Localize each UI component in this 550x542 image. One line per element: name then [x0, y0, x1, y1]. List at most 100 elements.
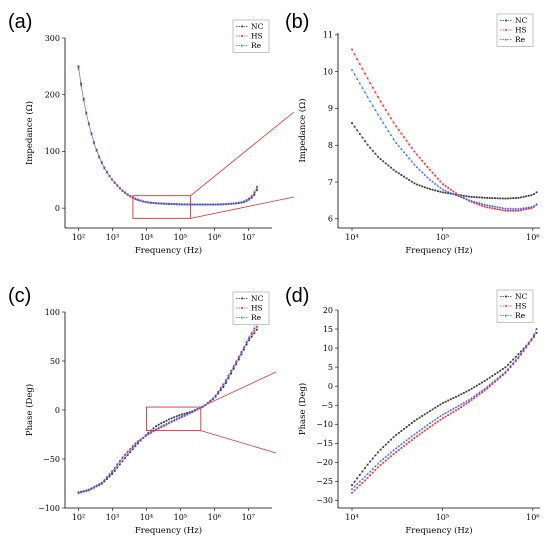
data-point-re — [498, 374, 502, 378]
data-point-re — [103, 478, 106, 482]
y-axis-label: Phase (Deg) — [24, 384, 35, 436]
data-point-re — [232, 365, 235, 368]
data-point-re — [389, 133, 393, 136]
data-point-hs — [361, 67, 364, 70]
data-point-re — [488, 204, 491, 207]
x-axis-label: Frequency (Hz) — [405, 525, 472, 536]
data-point-re — [358, 82, 362, 85]
data-point-re — [121, 189, 124, 192]
y-tick-label: −100 — [38, 504, 60, 513]
data-point-re — [95, 149, 98, 152]
data-point-re — [211, 397, 215, 400]
data-point-hs — [387, 457, 390, 460]
data-point-nc — [408, 179, 411, 181]
data-point-hs — [382, 104, 385, 107]
y-tick-label: 100 — [45, 308, 60, 317]
data-point-hs — [473, 397, 476, 400]
data-point-nc — [483, 196, 486, 199]
data-point-hs — [460, 406, 463, 409]
data-point-nc — [512, 197, 515, 200]
data-point-hs — [486, 206, 489, 209]
data-point-re — [175, 417, 178, 420]
data-point-nc — [147, 431, 150, 434]
data-point-hs — [493, 207, 496, 210]
data-point-re — [139, 199, 142, 202]
data-point-hs — [434, 422, 437, 425]
data-point-nc — [183, 412, 186, 415]
data-point-re — [382, 457, 385, 460]
data-point-re — [183, 413, 186, 417]
data-point-nc — [505, 295, 507, 298]
panel-letter-a: (a) — [8, 11, 32, 33]
data-point-nc — [475, 384, 478, 387]
y-tick-label: 300 — [45, 34, 60, 43]
data-point-hs — [353, 489, 356, 492]
data-point-re — [211, 203, 215, 206]
data-point-re — [361, 86, 364, 89]
data-point-nc — [473, 386, 476, 389]
data-point-re — [131, 445, 135, 448]
data-point-re — [524, 206, 528, 209]
data-point-re — [183, 203, 186, 206]
data-point-hs — [415, 435, 418, 438]
data-point-re — [387, 453, 390, 456]
data-point-nc — [403, 428, 405, 430]
data-point-nc — [353, 480, 356, 483]
data-point-re — [428, 178, 432, 181]
data-point-re — [418, 168, 421, 171]
data-point-nc — [439, 190, 442, 193]
data-point-hs — [413, 437, 416, 440]
data-point-nc — [369, 460, 372, 463]
data-point-re — [413, 433, 416, 436]
data-point-hs — [444, 185, 447, 188]
data-point-re — [172, 418, 176, 421]
data-point-re — [433, 182, 437, 185]
data-point-hs — [369, 474, 372, 477]
data-point-hs — [447, 186, 450, 189]
data-point-hs — [410, 439, 413, 442]
data-point-re — [405, 153, 408, 157]
data-point-re — [527, 341, 530, 344]
data-point-re — [501, 372, 504, 375]
data-point-nc — [465, 195, 468, 198]
data-point-re — [420, 427, 424, 430]
data-point-re — [242, 200, 246, 203]
data-point-nc — [535, 331, 538, 334]
data-point-nc — [129, 451, 132, 454]
data-point-re — [160, 424, 163, 428]
data-point-nc — [405, 426, 408, 428]
data-point-re — [222, 202, 225, 206]
data-point-nc — [426, 187, 429, 190]
data-point-nc — [377, 451, 379, 454]
data-point-re — [465, 400, 468, 403]
data-point-nc — [496, 371, 499, 374]
data-point-hs — [358, 484, 361, 487]
data-point-re — [232, 202, 235, 205]
data-point-re — [206, 203, 210, 206]
data-point-re — [485, 385, 489, 388]
legend-label: Re — [515, 35, 526, 44]
data-point-nc — [468, 195, 470, 198]
data-point-nc — [520, 196, 522, 199]
data-point-re — [402, 150, 406, 153]
data-point-nc — [416, 418, 418, 421]
data-point-nc — [358, 473, 361, 476]
data-point-hs — [241, 307, 243, 309]
data-point-nc — [505, 19, 507, 22]
data-point-re — [157, 202, 160, 205]
data-point-re — [389, 451, 393, 454]
data-point-nc — [390, 438, 392, 441]
data-point-nc — [418, 184, 421, 187]
data-point-nc — [382, 160, 385, 163]
data-point-re — [374, 464, 377, 468]
data-point-nc — [400, 174, 403, 176]
data-point-nc — [395, 433, 398, 436]
data-point-hs — [400, 447, 403, 450]
data-point-nc — [481, 381, 483, 384]
data-point-nc — [113, 469, 116, 472]
data-point-re — [87, 123, 91, 126]
legend-label: NC — [251, 294, 264, 303]
data-point-re — [136, 198, 140, 202]
data-point-hs — [405, 139, 408, 142]
data-point-nc — [429, 410, 431, 412]
